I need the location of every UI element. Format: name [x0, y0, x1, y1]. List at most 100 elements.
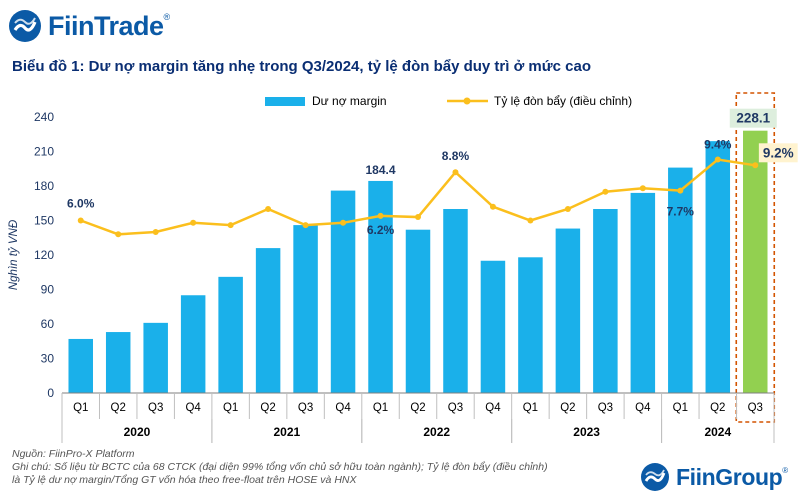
y-tick-label: 30: [41, 352, 55, 366]
data-label: 6.0%: [67, 197, 95, 211]
x-tick-label: Q1: [223, 402, 238, 414]
data-label-bg: [758, 143, 798, 163]
y-tick-label: 180: [34, 179, 54, 193]
data-label: 6.2%: [367, 223, 395, 237]
x-tick-label: Q2: [560, 402, 575, 414]
y-axis-label: Nghìn tỷ VNĐ: [8, 219, 20, 290]
year-label-2021: 2021: [273, 425, 300, 439]
leverage-point-5: [265, 206, 272, 212]
data-label-bg: [729, 108, 777, 128]
source-note: Nguồn: FiinPro-X Platform: [12, 448, 135, 460]
leverage-point-11: [489, 203, 496, 210]
note-line-1: Ghi chú: Số liệu từ BCTC của 68 CTCK (đạ…: [12, 461, 548, 473]
leverage-point-3: [190, 219, 197, 226]
x-tick-label: Q2: [710, 402, 725, 414]
leverage-point-13: [564, 206, 571, 212]
y-tick-label: 90: [41, 283, 55, 297]
y-tick-label: 210: [34, 145, 54, 159]
brand-name: FiinTrade: [48, 10, 164, 41]
leverage-point-2: [152, 229, 159, 235]
x-tick-label: Q2: [111, 402, 126, 414]
y-tick-label: 0: [47, 386, 54, 400]
bar-q2-13: [555, 228, 581, 393]
x-tick-label: Q1: [673, 402, 688, 414]
leverage-point-8: [377, 212, 384, 219]
bar-q2-1: [105, 332, 131, 393]
bar-q2-17: [705, 141, 731, 393]
leverage-point-6: [302, 222, 309, 229]
x-tick-label: Q3: [598, 402, 613, 414]
leverage-point-1: [115, 231, 122, 238]
highlight-box: [735, 92, 776, 423]
bar-q3-2: [143, 322, 168, 393]
x-tick-label: Q3: [298, 402, 313, 414]
bar-q1-8: [368, 180, 393, 393]
y-tick-label: 60: [41, 317, 55, 331]
bar-q1-16: [668, 167, 693, 393]
x-tick-label: Q3: [448, 402, 463, 414]
data-label: 8.8%: [442, 149, 470, 163]
leverage-point-4: [227, 222, 234, 229]
leverage-point-0: [77, 217, 84, 224]
legend-bar-label: Dư nợ margin: [312, 94, 387, 108]
x-tick-label: Q4: [185, 402, 201, 414]
leverage-point-15: [639, 185, 646, 192]
leverage-point-7: [340, 219, 347, 226]
x-tick-label: Q1: [523, 402, 538, 414]
legend-line-marker: [463, 97, 471, 105]
bar-q3-10: [443, 209, 468, 393]
x-tick-label: Q1: [373, 402, 388, 414]
leverage-point-10: [452, 169, 459, 176]
bar-q1-4: [218, 276, 243, 393]
fiintrade-logo-icon: [9, 10, 41, 42]
bar-q1-0: [68, 338, 93, 393]
leverage-point-18: [752, 162, 759, 169]
x-tick-label: Q2: [260, 402, 275, 414]
x-tick-label: Q3: [148, 402, 163, 414]
fiingroup-logo-icon: [641, 463, 669, 491]
x-tick-label: Q4: [635, 402, 651, 414]
data-label: 9.2%: [763, 145, 794, 160]
year-label-2023: 2023: [573, 425, 600, 439]
chart-title: Biểu đồ 1: Dư nợ margin tăng nhẹ trong Q…: [12, 58, 591, 75]
bar-q4-15: [630, 192, 656, 393]
group-reg-mark: ®: [782, 466, 789, 475]
leverage-point-17: [714, 156, 721, 163]
leverage-point-9: [415, 214, 421, 221]
data-label: 228.1: [736, 111, 770, 126]
bar-q3-6: [293, 225, 318, 393]
year-label-2024: 2024: [704, 425, 731, 439]
year-label-2022: 2022: [423, 425, 450, 439]
note-line-2: là Tỷ lệ dư nợ margin/Tổng GT vốn hóa th…: [12, 474, 357, 486]
data-label: 7.7%: [667, 205, 695, 219]
x-tick-label: Q3: [748, 402, 763, 414]
bar-q3-18: [743, 130, 768, 393]
x-tick-label: Q1: [73, 402, 88, 414]
bar-q1-12: [518, 257, 543, 393]
y-tick-label: 150: [34, 214, 54, 228]
legend-bar-swatch: [265, 97, 305, 106]
bar-q4-11: [480, 260, 506, 393]
leverage-point-16: [677, 187, 684, 194]
x-tick-label: Q4: [485, 402, 501, 414]
y-tick-label: 240: [34, 110, 54, 124]
bar-q3-14: [593, 209, 618, 393]
leverage-point-14: [602, 188, 609, 195]
brand-reg-mark: ®: [163, 12, 171, 22]
y-tick-label: 120: [34, 248, 54, 262]
year-label-2020: 2020: [124, 425, 151, 439]
legend-line-label: Tỷ lệ đòn bẩy (điều chỉnh): [494, 94, 632, 108]
x-tick-label: Q2: [410, 402, 425, 414]
fiintrade-logo: FiinTrade ®: [8, 6, 170, 46]
bar-q2-9: [405, 229, 431, 393]
fiingroup-logo: FiinGroup ®: [640, 462, 788, 492]
leverage-point-12: [527, 217, 534, 224]
fiingroup-name: FiinGroup: [676, 463, 783, 490]
bar-q2-5: [255, 248, 281, 393]
data-label: 9.4%: [704, 138, 732, 152]
footer-notes: Nguồn: FiinPro-X Platform Ghi chú: Số li…: [12, 448, 548, 487]
data-label: 184.4: [366, 163, 396, 177]
bar-q4-3: [180, 295, 206, 393]
x-tick-label: Q4: [335, 402, 351, 414]
